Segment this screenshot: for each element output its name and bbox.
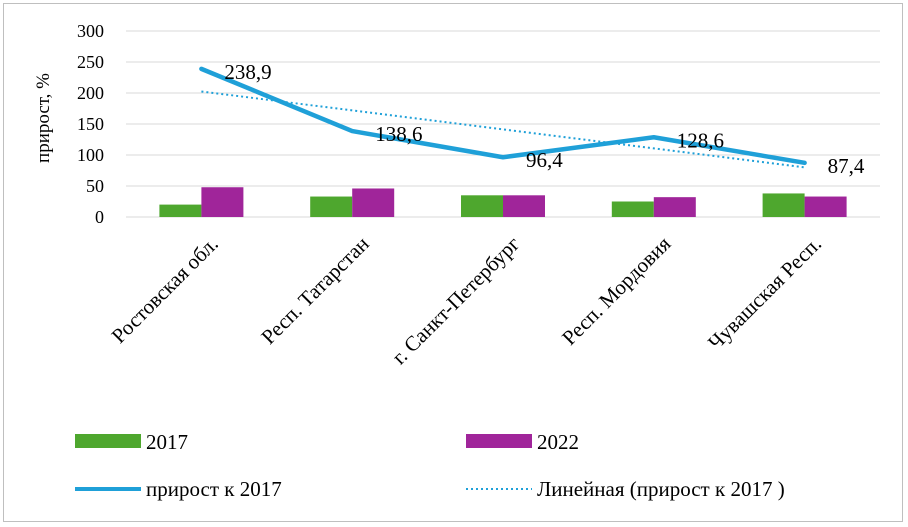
legend-label-2017: 2017	[146, 430, 188, 454]
category-label-2: г. Санкт-Петербург	[387, 231, 525, 369]
bar-2022-0	[201, 187, 244, 217]
bar-2017-0	[159, 204, 202, 217]
category-label-4: Чувашская Респ.	[703, 232, 826, 355]
bar-2022-4	[804, 196, 847, 217]
data-label-2: 96,4	[526, 148, 563, 172]
y-tick-label: 100	[77, 145, 104, 165]
category-label-3: Респ. Мордовия	[557, 231, 675, 349]
y-axis-label: прирост, %	[33, 73, 54, 163]
category-label-0: Ростовская обл.	[107, 232, 223, 348]
legend-swatch-2017	[75, 434, 141, 448]
y-tick-label: 50	[86, 176, 104, 196]
bar-2017-1	[310, 196, 353, 217]
data-label-1: 138,6	[375, 122, 422, 146]
y-tick-label: 250	[77, 52, 104, 72]
bar-2017-4	[762, 193, 805, 217]
bar-2017-3	[611, 201, 654, 217]
legend-label-growth: прирост к 2017	[146, 477, 282, 501]
y-tick-label: 150	[77, 114, 104, 134]
data-label-0: 238,9	[224, 60, 271, 84]
trendline	[201, 90, 805, 169]
data-label-3: 128,6	[677, 128, 724, 152]
category-label-1: Респ. Татарстан	[256, 232, 373, 349]
legend-label-2022: 2022	[537, 430, 579, 454]
bar-2022-1	[352, 188, 395, 217]
legend-swatch-2022	[466, 434, 532, 448]
y-tick-label: 0	[95, 207, 104, 227]
data-label-4: 87,4	[828, 154, 865, 178]
y-tick-label: 200	[77, 83, 104, 103]
chart-frame	[3, 3, 903, 522]
bar-2017-2	[461, 195, 503, 217]
bar-2022-2	[503, 195, 545, 217]
legend-label-trendline: Линейная (прирост к 2017 )	[537, 477, 785, 501]
bar-2022-3	[653, 197, 696, 217]
y-tick-label: 300	[77, 21, 104, 41]
